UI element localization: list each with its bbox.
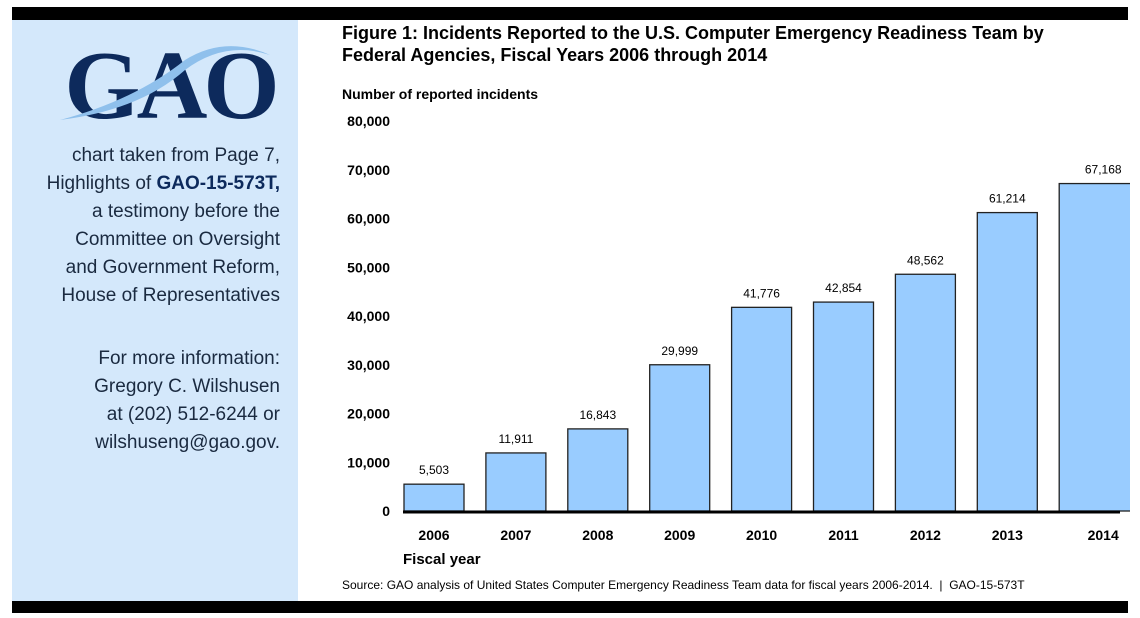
chart-title: Figure 1: Incidents Reported to the U.S.… bbox=[342, 22, 1044, 66]
sidebar-contact: For more information: Gregory C. Wilshus… bbox=[94, 345, 280, 457]
x-tick-label: 2006 bbox=[418, 527, 449, 543]
sidebar-citation: chart taken from Page 7, Highlights of G… bbox=[47, 142, 280, 310]
citation-line: Committee on Oversight bbox=[75, 229, 280, 250]
data-label: 42,854 bbox=[825, 281, 862, 295]
y-tick-label: 40,000 bbox=[347, 308, 390, 324]
data-label: 5,503 bbox=[419, 463, 449, 477]
bar-2014 bbox=[1058, 182, 1130, 512]
x-tick-label: 2010 bbox=[746, 527, 777, 543]
x-tick-label: 2013 bbox=[992, 527, 1023, 543]
contact-line: at (202) 512-6244 or bbox=[106, 404, 280, 425]
citation-line: a testimony before the bbox=[92, 201, 280, 222]
sidebar bbox=[12, 20, 298, 601]
bar-2007 bbox=[485, 452, 547, 512]
y-tick-label: 70,000 bbox=[347, 162, 390, 178]
report-number: GAO-15-573T, bbox=[156, 173, 280, 194]
citation-line: and Government Reform, bbox=[65, 257, 280, 278]
x-tick-label: 2009 bbox=[664, 527, 695, 543]
bottom-rule bbox=[12, 601, 1128, 613]
data-label: 61,214 bbox=[989, 192, 1026, 206]
citation-line: House of Representatives bbox=[61, 285, 280, 306]
bar-2012 bbox=[894, 273, 957, 512]
y-tick-label: 10,000 bbox=[347, 454, 390, 470]
x-axis-label: Fiscal year bbox=[403, 551, 481, 568]
data-label: 67,168 bbox=[1085, 163, 1122, 177]
contact-line: Gregory C. Wilshusen bbox=[94, 376, 280, 397]
data-label: 41,776 bbox=[743, 286, 780, 300]
data-label: 29,999 bbox=[661, 344, 698, 358]
bar-2010 bbox=[730, 306, 793, 512]
data-label: 48,562 bbox=[907, 253, 944, 267]
citation-prefix: Highlights of bbox=[46, 173, 157, 194]
top-rule bbox=[12, 7, 1128, 20]
y-tick-label: 50,000 bbox=[347, 259, 390, 275]
x-tick-label: 2014 bbox=[1088, 527, 1119, 543]
y-tick-label: 20,000 bbox=[347, 406, 390, 422]
x-tick-label: 2008 bbox=[582, 527, 613, 543]
bar-chart: 0 10,000 20,000 30,000 40,000 50,000 60,000 70,… bbox=[347, 113, 1130, 543]
source-note: Source: GAO analysis of United States Co… bbox=[342, 578, 1025, 592]
data-label: 16,843 bbox=[579, 408, 616, 422]
citation-line: Highlights of GAO-15-573T, bbox=[47, 170, 280, 198]
y-axis-label: Number of reported incidents bbox=[342, 86, 539, 102]
y-tick-label: 60,000 bbox=[347, 211, 390, 227]
bar-2011 bbox=[812, 301, 875, 512]
x-tick-label: 2007 bbox=[500, 527, 531, 543]
citation-line: chart taken from Page 7, bbox=[71, 145, 280, 166]
contact-email[interactable]: wilshuseng@gao.gov. bbox=[95, 432, 280, 453]
bar-2009 bbox=[649, 364, 711, 512]
y-tick-label: 80,000 bbox=[347, 113, 390, 129]
y-tick-label: 0 bbox=[382, 503, 390, 519]
x-tick-label: 2012 bbox=[910, 527, 941, 543]
gao-logo: GAO bbox=[60, 32, 280, 130]
x-tick-label: 2011 bbox=[828, 527, 859, 543]
contact-line: For more information: bbox=[98, 348, 280, 369]
bar-2013 bbox=[976, 211, 1038, 512]
chart-title-line: Figure 1: Incidents Reported to the U.S.… bbox=[342, 23, 1044, 43]
data-label: 11,911 bbox=[498, 432, 533, 446]
y-tick-label: 30,000 bbox=[347, 357, 390, 373]
bar-2006 bbox=[403, 483, 465, 512]
bar-2008 bbox=[567, 428, 629, 512]
chart-title-line: Federal Agencies, Fiscal Years 2006 thro… bbox=[342, 45, 768, 65]
